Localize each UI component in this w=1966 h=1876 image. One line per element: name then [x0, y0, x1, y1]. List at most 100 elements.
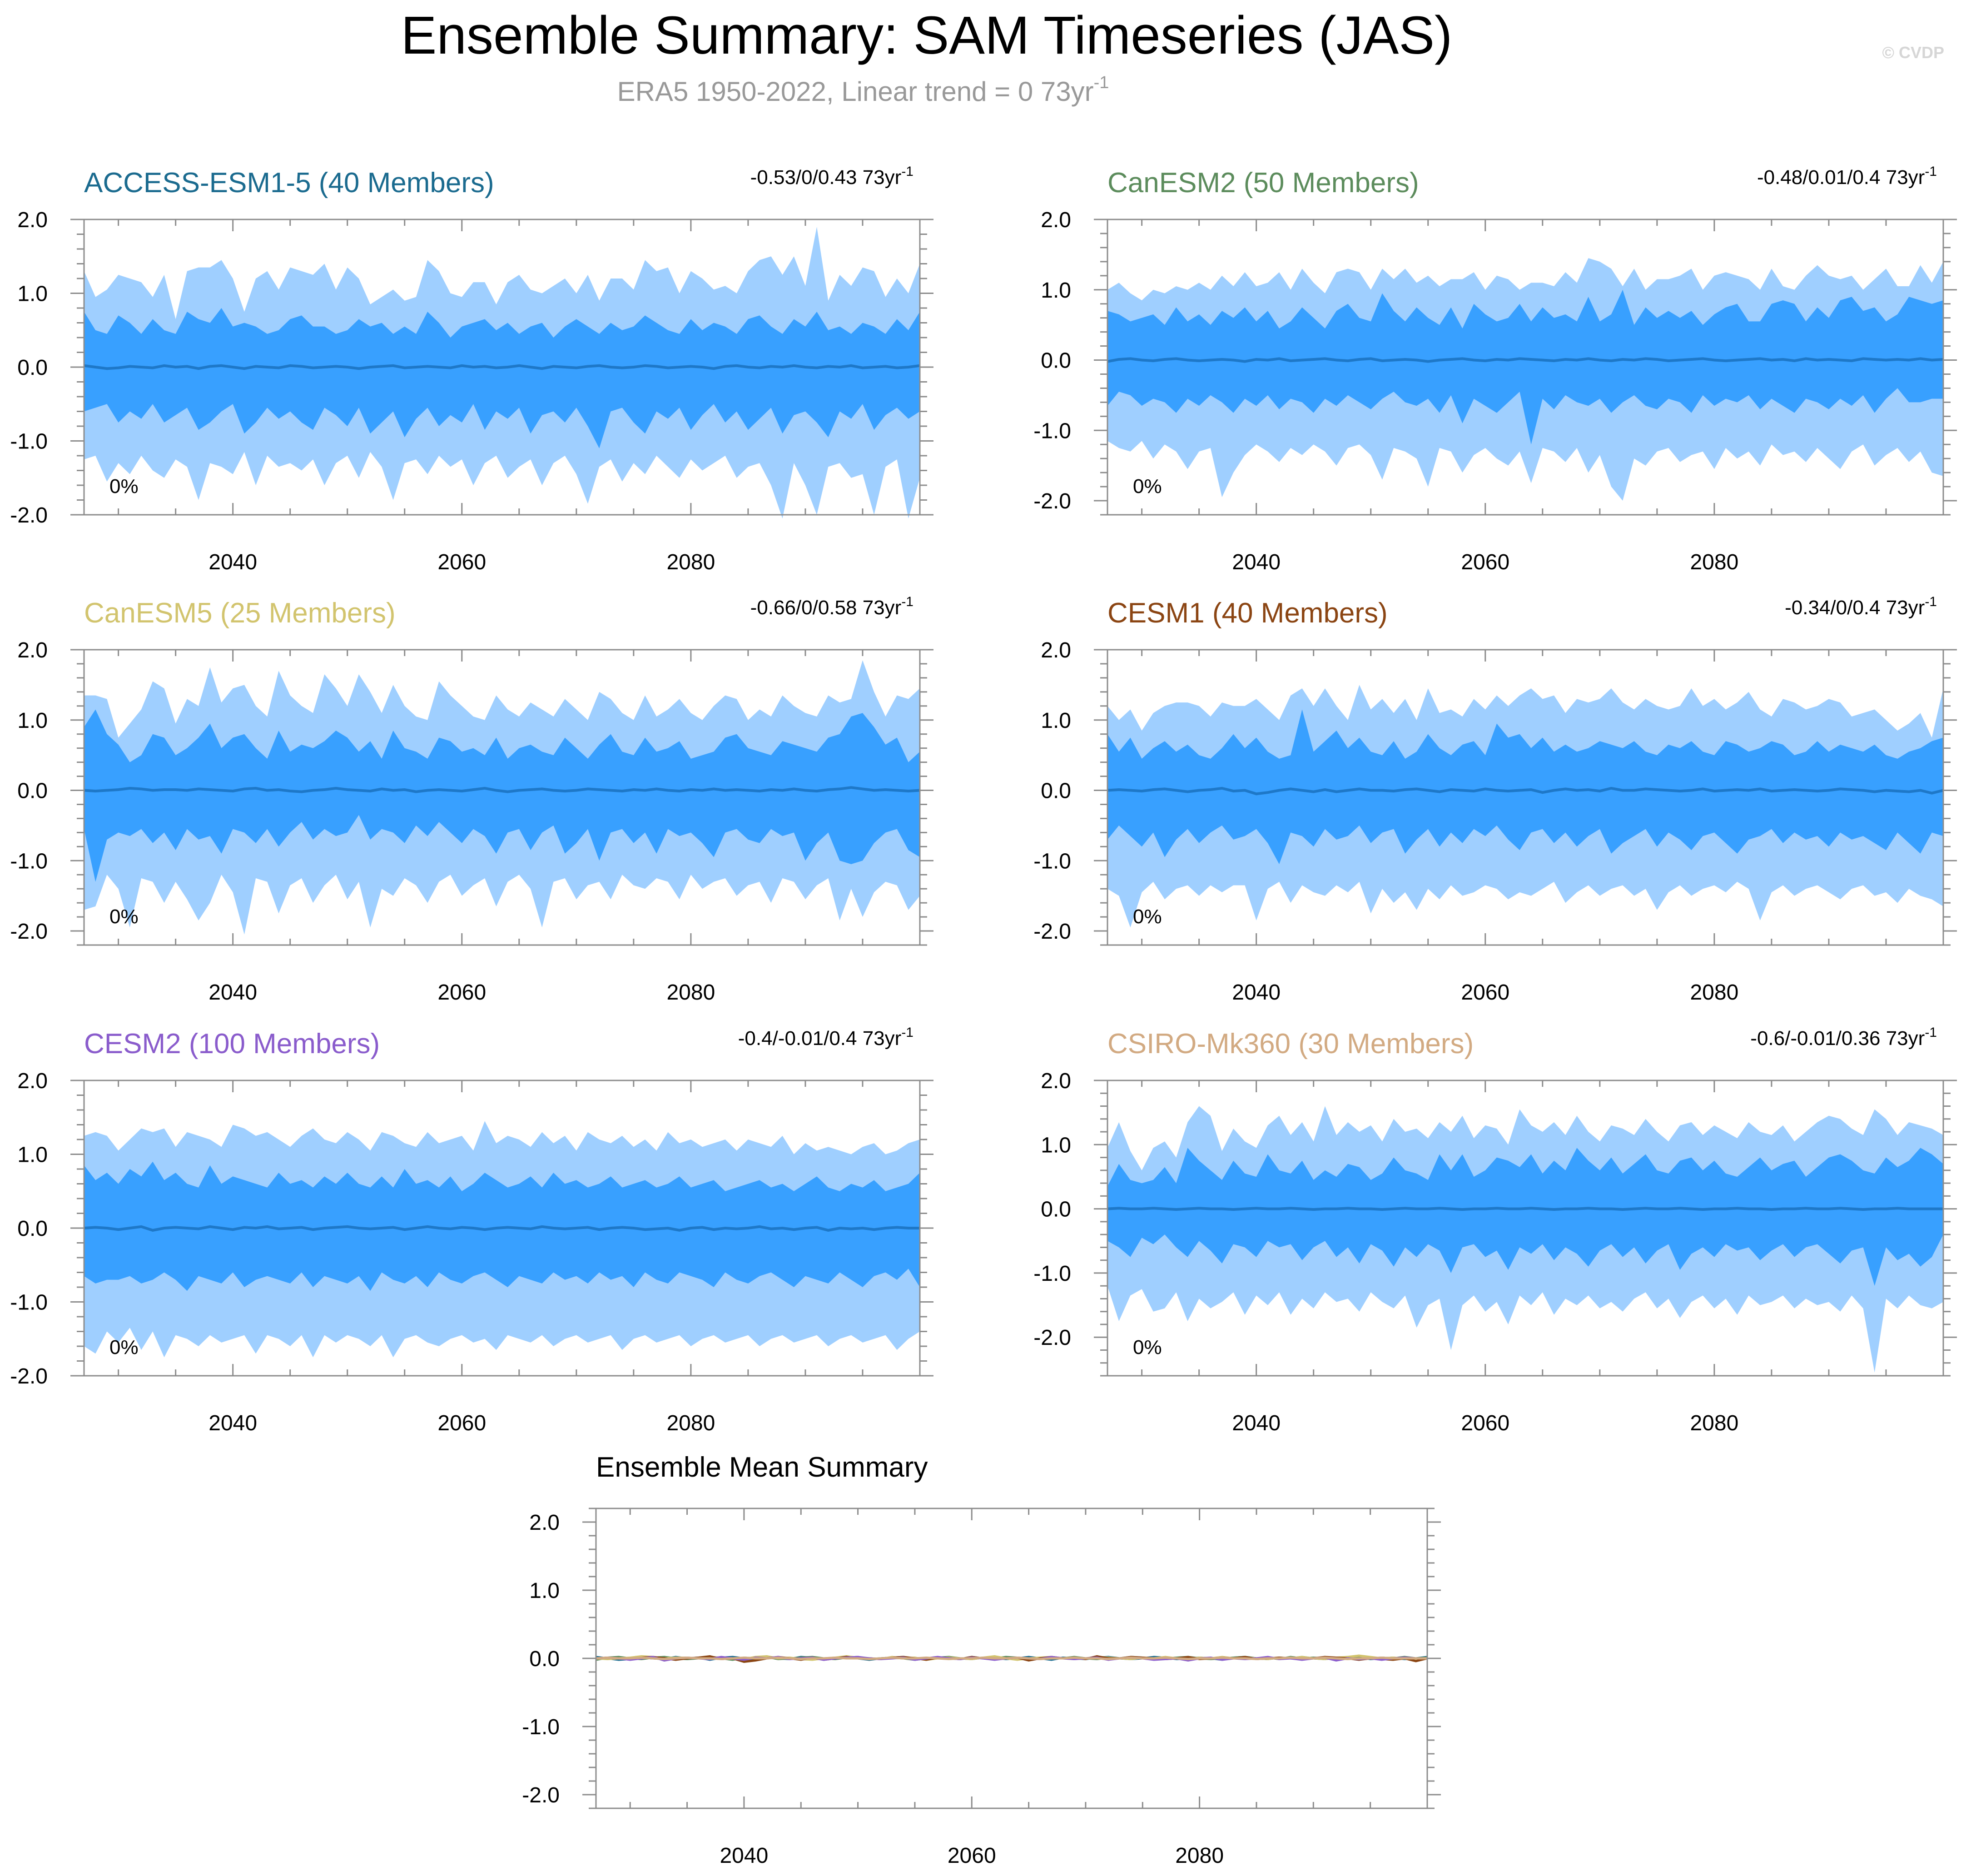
ensemble-mean-line — [1107, 357, 1944, 363]
x-tick-label: 2060 — [1461, 550, 1509, 574]
y-tick-label: -2.0 — [1033, 920, 1071, 944]
y-tick-label: 1.0 — [1041, 709, 1071, 733]
panel-cesm2: CESM2 (100 Members) -0.4/-0.01/0.4 73yr-1… — [10, 1025, 933, 1435]
y-tick-label: -2.0 — [1033, 489, 1071, 513]
ensemble-mean-line — [1107, 1207, 1943, 1211]
panel-trend-range: -0.48/0.01/0.4 73yr-1 — [1757, 164, 1937, 189]
y-tick-label: -2.0 — [1033, 1326, 1071, 1350]
trend-superscript: -1 — [901, 594, 913, 609]
panel-title: CanESM2 (50 Members) — [1107, 167, 1419, 199]
x-tick-label: 2060 — [437, 550, 486, 574]
panel-grid: ACCESS-ESM1-5 (40 Members) -0.53/0/0.43 7… — [10, 164, 1957, 1868]
y-tick-label: 0.0 — [529, 1647, 560, 1671]
cvdp-watermark: © CVDP — [1882, 43, 1944, 62]
trend-superscript: -1 — [901, 1025, 913, 1040]
panel-title: CESM2 (100 Members) — [84, 1028, 380, 1060]
y-tick-label: -1.0 — [1033, 849, 1071, 873]
trend-superscript: -1 — [1925, 1025, 1937, 1040]
panel-access: ACCESS-ESM1-5 (40 Members) -0.53/0/0.43 7… — [10, 164, 933, 574]
y-tick-label: 1.0 — [1041, 279, 1071, 303]
plot-frame — [83, 649, 921, 946]
panel-ensmean: Ensemble Mean Summary 2.0 1.0 0.0 -1.0 -2.0 20… — [522, 1452, 1441, 1868]
y-tick-label: -1.0 — [10, 849, 48, 873]
x-tick-label: 2060 — [437, 1411, 486, 1435]
x-tick-label: 2040 — [209, 1411, 257, 1435]
y-tick-label: 0.0 — [17, 779, 48, 803]
panel-trend-range: -0.6/-0.01/0.36 73yr-1 — [1750, 1025, 1937, 1050]
inner-spread-band — [84, 1161, 920, 1291]
y-tick-label: 2.0 — [17, 208, 48, 232]
percent-label: 0% — [1133, 1336, 1162, 1358]
panel-title: CSIRO-Mk360 (30 Members) — [1107, 1028, 1474, 1060]
panel-title: CESM1 (40 Members) — [1107, 597, 1388, 629]
plot-frame — [1107, 1080, 1944, 1377]
panel-canesm5: CanESM5 (25 Members) -0.66/0/0.58 73yr-1 0… — [10, 594, 933, 1005]
ensemble-mean-line — [84, 786, 920, 793]
y-tick-label: 2.0 — [1041, 638, 1071, 662]
percent-label: 0% — [1133, 475, 1162, 498]
inner-spread-band — [84, 308, 920, 448]
y-tick-label: 2.0 — [1041, 1069, 1071, 1093]
panel-csiro: CSIRO-Mk360 (30 Members) -0.6/-0.01/0.36 … — [1033, 1025, 1957, 1435]
inner-spread-band — [84, 709, 920, 882]
trend-value: -0.4/-0.01/0.4 73yr — [738, 1027, 902, 1050]
x-tick-label: 2060 — [1461, 1411, 1509, 1435]
panel-trend-range: -0.34/0/0.4 73yr-1 — [1785, 594, 1937, 619]
panel-cesm1: CESM1 (40 Members) -0.34/0/0.4 73yr-1 0% 2.… — [1033, 594, 1957, 1005]
inner-spread-band — [1107, 1148, 1943, 1286]
y-tick-label: -2.0 — [10, 920, 48, 944]
plot-frame — [1107, 219, 1944, 516]
y-tick-label: 0.0 — [1041, 1198, 1071, 1222]
panel-trend-range: -0.53/0/0.43 73yr-1 — [750, 164, 913, 189]
x-tick-label: 2080 — [666, 980, 715, 1005]
y-tick-label: 2.0 — [1041, 208, 1071, 232]
panel-canesm2: CanESM2 (50 Members) -0.48/0.01/0.4 73yr-… — [1033, 164, 1957, 574]
x-tick-label: 2040 — [209, 550, 257, 574]
subtitle-main: ERA5 1950-2022, Linear trend = 0 73yr — [617, 76, 1094, 107]
percent-label: 0% — [1133, 906, 1162, 928]
y-tick-label: 1.0 — [17, 709, 48, 733]
inner-spread-band — [1107, 289, 1943, 445]
ensemble-mean-line — [1107, 786, 1944, 796]
y-tick-label: -2.0 — [10, 503, 48, 527]
x-tick-label: 2080 — [1175, 1844, 1224, 1868]
y-tick-label: -1.0 — [522, 1715, 560, 1739]
panel-title: CanESM5 (25 Members) — [84, 597, 396, 629]
x-tick-label: 2060 — [1461, 980, 1509, 1005]
y-tick-label: 2.0 — [529, 1511, 560, 1535]
y-tick-label: 1.0 — [529, 1579, 560, 1603]
y-tick-label: -1.0 — [1033, 1262, 1071, 1286]
y-tick-label: 2.0 — [17, 1069, 48, 1093]
x-tick-label: 2040 — [209, 980, 257, 1005]
x-tick-label: 2040 — [720, 1844, 768, 1868]
x-tick-label: 2060 — [437, 980, 486, 1005]
x-tick-label: 2040 — [1232, 980, 1281, 1005]
subtitle-superscript: -1 — [1094, 73, 1109, 92]
y-tick-label: -1.0 — [10, 430, 48, 454]
x-tick-label: 2080 — [1690, 550, 1738, 574]
trend-superscript: -1 — [901, 164, 913, 179]
inner-spread-band — [1107, 709, 1943, 865]
x-tick-label: 2040 — [1232, 550, 1281, 574]
panel-title: Ensemble Mean Summary — [596, 1452, 928, 1483]
plot-frame — [1107, 649, 1944, 946]
y-tick-label: 0.0 — [17, 356, 48, 380]
trend-value: -0.34/0/0.4 73yr — [1785, 597, 1925, 619]
y-tick-label: -1.0 — [10, 1291, 48, 1315]
percent-label: 0% — [109, 1336, 139, 1358]
trend-value: -0.66/0/0.58 73yr — [750, 597, 902, 619]
y-tick-label: 0.0 — [1041, 349, 1071, 373]
trend-value: -0.48/0.01/0.4 73yr — [1757, 166, 1925, 189]
ensemble-mean-line — [84, 364, 920, 370]
y-tick-label: 1.0 — [17, 1143, 48, 1167]
trend-superscript: -1 — [1925, 594, 1937, 609]
percent-label: 0% — [109, 475, 139, 498]
panel-trend-range: -0.4/-0.01/0.4 73yr-1 — [738, 1025, 913, 1050]
percent-label: 0% — [109, 906, 139, 928]
y-tick-label: -2.0 — [10, 1364, 48, 1388]
panel-title: ACCESS-ESM1-5 (40 Members) — [84, 167, 494, 199]
y-tick-label: -2.0 — [522, 1783, 560, 1807]
series-line-csiro-mk360 — [596, 1656, 1427, 1661]
figure-subtitle: ERA5 1950-2022, Linear trend = 0 73yr-1 — [617, 73, 1109, 107]
